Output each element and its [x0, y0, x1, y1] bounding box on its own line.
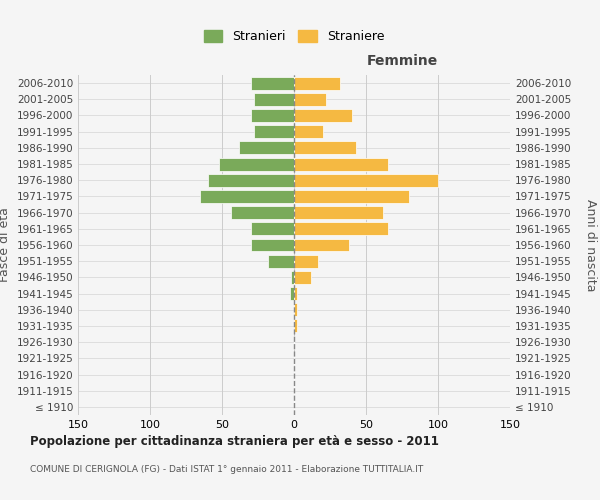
Bar: [294, 222, 388, 235]
Bar: [230, 206, 294, 219]
Bar: [254, 93, 294, 106]
Bar: [294, 320, 297, 332]
Text: Anni di nascita: Anni di nascita: [584, 198, 597, 291]
Bar: [254, 125, 294, 138]
Bar: [251, 238, 294, 252]
Bar: [294, 238, 349, 252]
Text: Popolazione per cittadinanza straniera per età e sesso - 2011: Popolazione per cittadinanza straniera p…: [30, 435, 439, 448]
Bar: [219, 158, 294, 170]
Bar: [239, 142, 294, 154]
Bar: [294, 287, 297, 300]
Legend: Stranieri, Straniere: Stranieri, Straniere: [203, 30, 385, 43]
Bar: [251, 109, 294, 122]
Bar: [268, 254, 294, 268]
Bar: [294, 304, 297, 316]
Bar: [291, 271, 294, 284]
Text: COMUNE DI CERIGNOLA (FG) - Dati ISTAT 1° gennaio 2011 - Elaborazione TUTTITALIA.: COMUNE DI CERIGNOLA (FG) - Dati ISTAT 1°…: [30, 465, 423, 474]
Bar: [294, 206, 383, 219]
Bar: [200, 190, 294, 203]
Bar: [294, 142, 356, 154]
Bar: [294, 158, 388, 170]
Bar: [290, 287, 294, 300]
Bar: [294, 76, 340, 90]
Bar: [294, 174, 438, 186]
Bar: [294, 190, 409, 203]
Bar: [208, 174, 294, 186]
Bar: [294, 271, 311, 284]
Y-axis label: Fasce di età: Fasce di età: [0, 208, 11, 282]
Text: Femmine: Femmine: [367, 54, 437, 68]
Bar: [251, 76, 294, 90]
Bar: [294, 93, 326, 106]
Bar: [294, 125, 323, 138]
Bar: [294, 109, 352, 122]
Bar: [251, 222, 294, 235]
Bar: [294, 254, 319, 268]
